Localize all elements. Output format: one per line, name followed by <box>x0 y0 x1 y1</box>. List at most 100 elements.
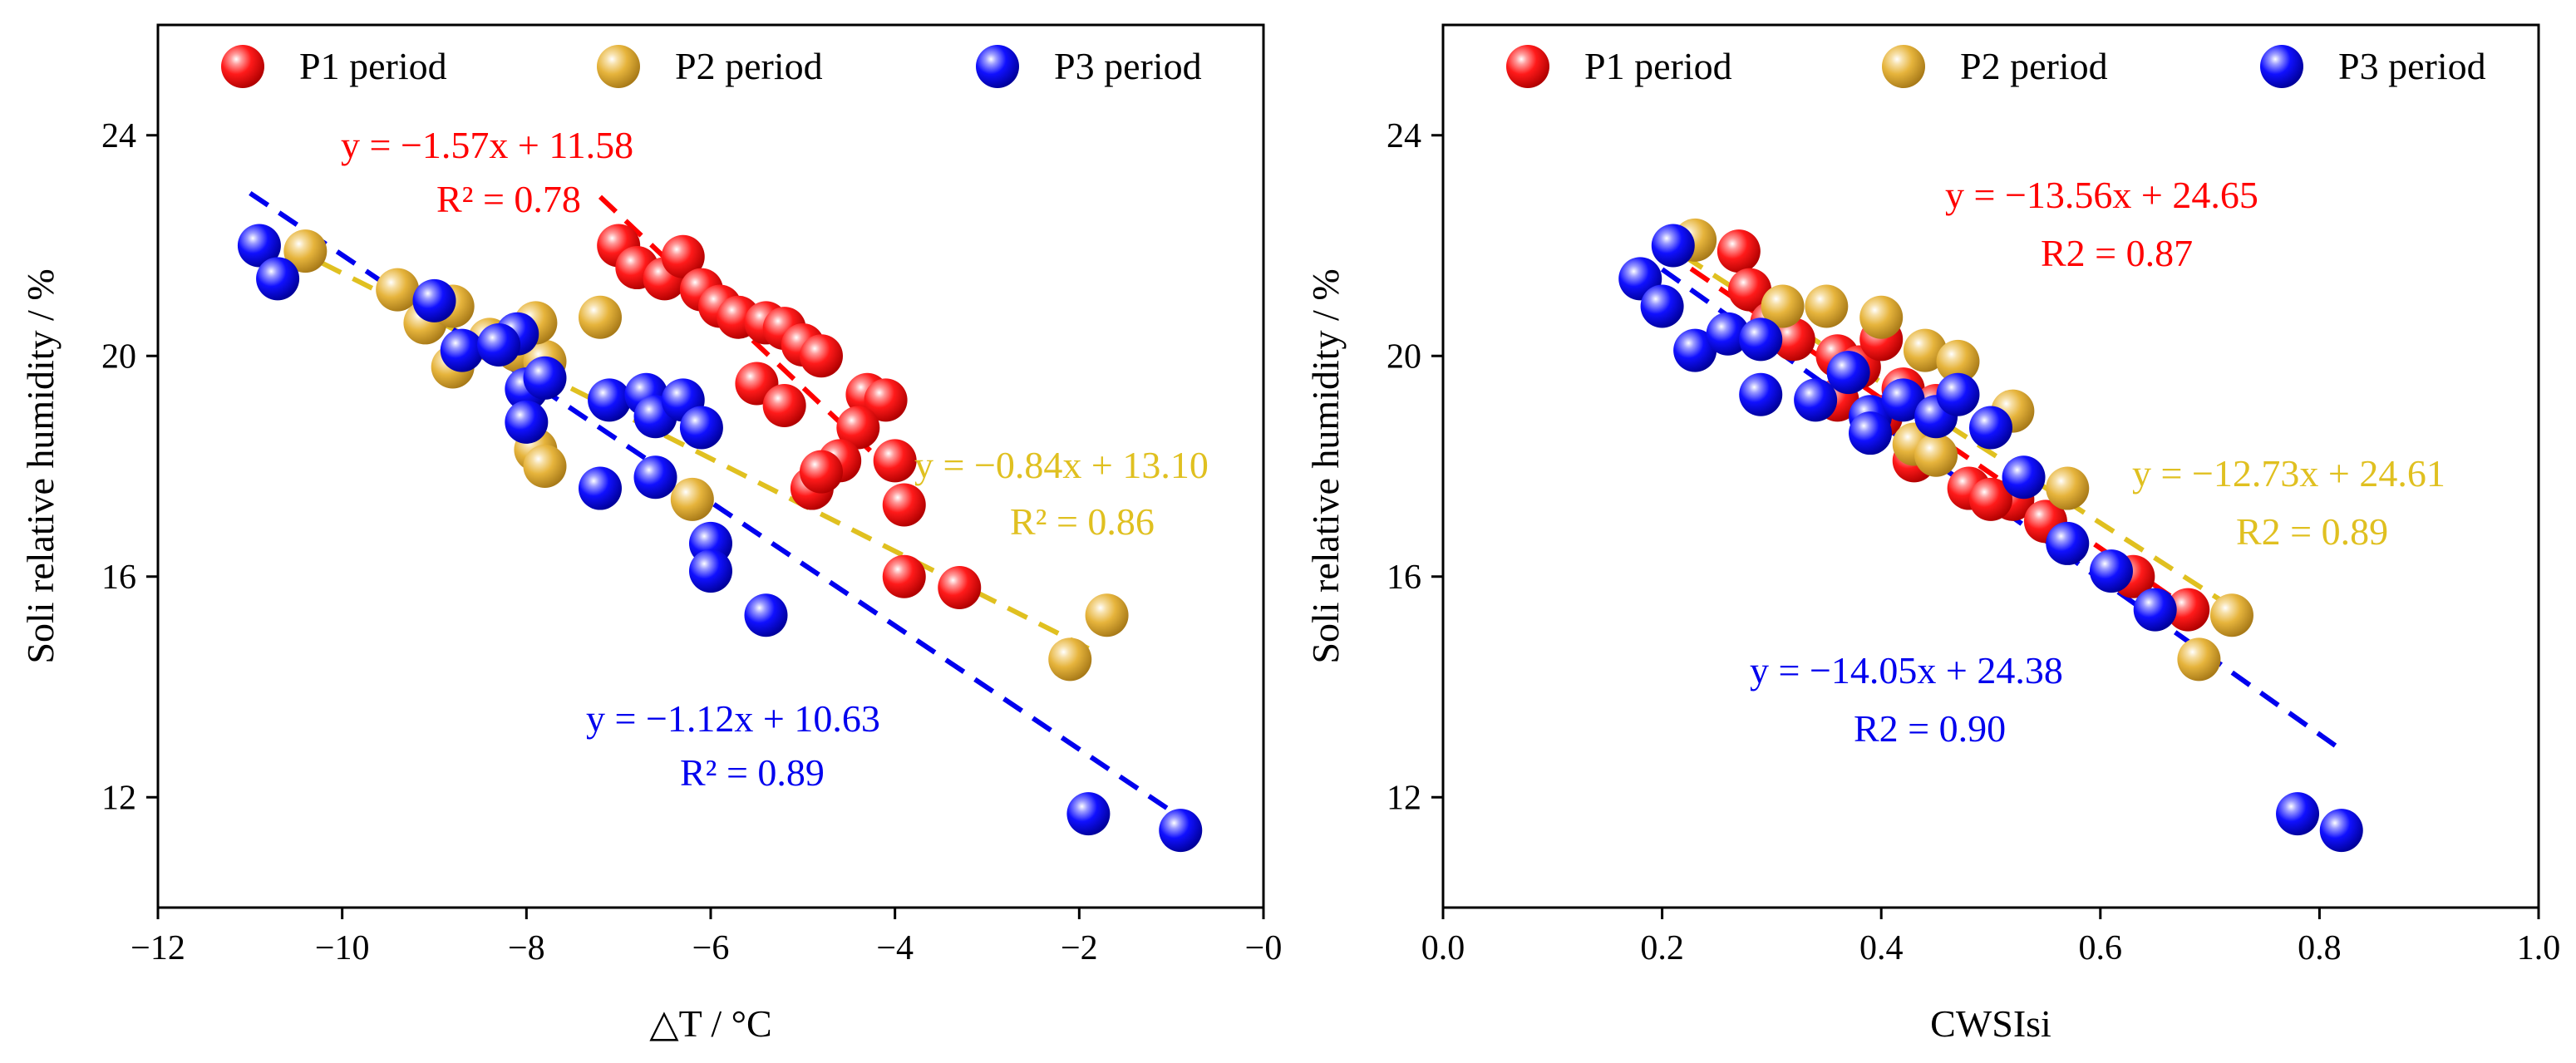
x-axis-title: CWSIsi <box>1930 1002 2051 1045</box>
point-p3 <box>1794 378 1838 422</box>
legend-marker-p1 <box>1506 45 1549 88</box>
legend-marker-p1 <box>221 45 264 88</box>
legend-label-p3: P3 period <box>1054 45 1202 87</box>
point-p3 <box>689 549 732 593</box>
point-p1 <box>1771 317 1815 362</box>
point-p3 <box>412 278 456 322</box>
point-p2 <box>1085 593 1129 637</box>
x-tick-label: −2 <box>1061 929 1098 967</box>
point-p2 <box>1805 284 1849 328</box>
point-p3 <box>477 322 521 367</box>
x-tick-label: 0.0 <box>1421 929 1465 967</box>
equation-p1: y = −1.57x + 11.58 <box>341 124 633 166</box>
equations: y = −1.57x + 11.58 R² = 0.78 y = −0.84x … <box>341 124 1209 794</box>
point-p2 <box>1859 295 1904 339</box>
point-p2 <box>670 477 714 521</box>
chart-panel-delta-t: −12 −10 −8 −6 −4 −2 −0 12 16 20 24 △T / °C Soli re… <box>19 23 1283 1045</box>
point-p2 <box>2046 466 2090 510</box>
legend-marker-p2 <box>597 45 640 88</box>
point-p3 <box>523 356 567 400</box>
y-tick-label: 12 <box>101 779 136 817</box>
point-p3 <box>1739 317 1783 362</box>
legend-marker-p3 <box>2260 45 2303 88</box>
legend-label-p3: P3 period <box>2338 45 2486 87</box>
equation-p3: y = −14.05x + 24.38 <box>1750 649 2063 691</box>
point-p1 <box>800 450 843 494</box>
point-p3 <box>440 328 484 372</box>
point-p1 <box>1717 229 1761 273</box>
point-p2 <box>2209 593 2253 637</box>
point-p2 <box>1903 328 1947 372</box>
point-p2 <box>1914 433 1958 477</box>
y-tick-label: 24 <box>1387 117 1421 155</box>
point-p3 <box>1739 372 1783 416</box>
x-tick-label: 0.2 <box>1640 929 1684 967</box>
point-p3 <box>2046 521 2090 565</box>
x-tick-label: −0 <box>1245 929 1283 967</box>
point-p1 <box>882 554 926 598</box>
point-p3 <box>1651 224 1695 268</box>
x-axis-title: △T / °C <box>649 1002 772 1045</box>
x-tick-label: 0.8 <box>2298 929 2342 967</box>
r2-p2: R² = 0.86 <box>1010 500 1155 543</box>
point-p2 <box>1936 339 1980 383</box>
point-p1 <box>2166 588 2210 632</box>
y-axis-title: Soli relative humidity / % <box>19 268 62 663</box>
point-p3 <box>2276 792 2320 836</box>
point-p3 <box>2319 809 2363 853</box>
y-tick-label: 20 <box>101 337 136 376</box>
legend-label-p1: P1 period <box>299 45 447 87</box>
scatter-points <box>1618 218 2363 853</box>
point-p2 <box>2177 637 2221 682</box>
point-p3 <box>2133 588 2177 632</box>
point-p3 <box>1936 372 1980 416</box>
point-p3 <box>505 400 549 444</box>
x-tick-label: −12 <box>131 929 185 967</box>
equation-p3: y = −1.12x + 10.63 <box>586 697 880 740</box>
point-p3 <box>1066 792 1111 836</box>
point-p3 <box>2089 549 2133 593</box>
legend-label-p2: P2 period <box>1960 45 2108 87</box>
point-p1 <box>762 383 806 427</box>
legend-label-p1: P1 period <box>1584 45 1732 87</box>
legend: P1 period P2 period P3 period <box>221 45 1202 88</box>
legend-marker-p3 <box>976 45 1019 88</box>
point-p3 <box>588 378 632 422</box>
point-p3 <box>2002 455 2046 500</box>
point-p2 <box>1048 637 1092 682</box>
plot-frame <box>1441 23 2540 909</box>
equations: y = −13.56x + 24.65 R2 = 0.87 y = −12.73… <box>1750 174 2445 750</box>
point-p3 <box>1849 411 1893 455</box>
point-p3 <box>237 224 281 268</box>
point-p2 <box>283 229 328 273</box>
point-p3 <box>579 466 622 510</box>
x-tick-label: −4 <box>876 929 914 967</box>
point-p2 <box>579 295 622 339</box>
point-p3 <box>679 406 723 450</box>
r2-p3: R² = 0.89 <box>680 751 825 794</box>
point-p1 <box>661 234 705 278</box>
y-tick-label: 20 <box>1387 337 1421 376</box>
legend: P1 period P2 period P3 period <box>1506 45 2486 88</box>
x-tick-label: −6 <box>692 929 730 967</box>
point-p2 <box>376 268 420 312</box>
r2-p1: R2 = 0.87 <box>2041 232 2193 274</box>
r2-p2: R2 = 0.89 <box>2236 510 2388 553</box>
x-tick-label: −10 <box>315 929 370 967</box>
equation-p2: y = −0.84x + 13.10 <box>914 444 1209 486</box>
point-p3 <box>256 257 300 301</box>
point-p3 <box>1969 406 2012 450</box>
point-p1 <box>1728 268 1772 312</box>
legend-marker-p2 <box>1882 45 1925 88</box>
y-tick-label: 16 <box>1387 559 1421 597</box>
point-p2 <box>523 445 567 488</box>
point-p3 <box>1706 312 1750 356</box>
point-p3 <box>1673 328 1717 372</box>
point-p1 <box>800 334 843 378</box>
x-tick-label: −8 <box>508 929 545 967</box>
equation-p2: y = −12.73x + 24.61 <box>2132 452 2445 495</box>
equation-p1: y = −13.56x + 24.65 <box>1945 174 2258 216</box>
y-tick-label: 12 <box>1387 779 1421 817</box>
axis-ticks: 0.0 0.2 0.4 0.6 0.8 1.0 12 16 20 24 <box>1387 117 2560 967</box>
